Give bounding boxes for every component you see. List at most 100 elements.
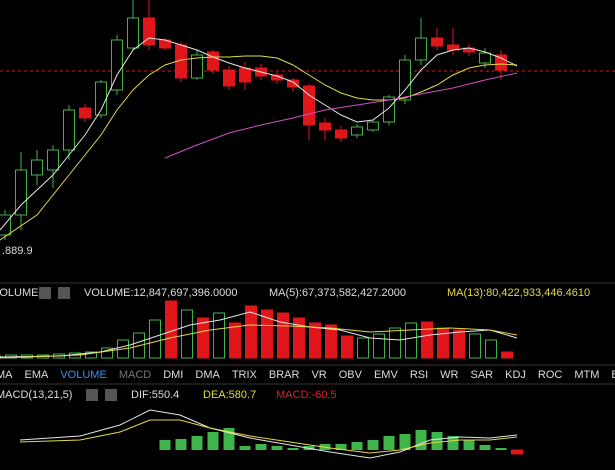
volume-bar (149, 319, 161, 359)
indicator-tab[interactable]: MA (0, 369, 13, 381)
macd-dea: DEA:580.7 (203, 389, 256, 401)
macd-bar (239, 446, 251, 450)
candle (351, 126, 363, 136)
indicator-tab[interactable]: RSI (410, 369, 428, 381)
candle (335, 129, 347, 139)
volume-bar (261, 309, 273, 359)
candle (207, 51, 219, 71)
volume-ma-yellow (0, 324, 518, 359)
macd-bars (159, 428, 523, 455)
candle (271, 74, 283, 81)
volume-bar (101, 347, 113, 359)
candle (367, 121, 379, 131)
macd-bar (463, 440, 475, 450)
macd-bar (271, 446, 283, 450)
candle (127, 17, 139, 49)
macd-bar (495, 448, 507, 450)
candle (431, 37, 443, 47)
indicator-tab[interactable]: VR (311, 369, 326, 381)
candle (415, 37, 427, 61)
volume-ma-white (0, 311, 518, 358)
indicator-tab[interactable]: MACD (119, 369, 151, 381)
macd-bar (431, 432, 443, 450)
macd-bar (335, 444, 347, 450)
indicator-tab[interactable]: EMV (374, 369, 399, 381)
ma-line-magenta (164, 72, 518, 159)
indicator-tab[interactable]: ROC (538, 369, 563, 381)
close-icon[interactable] (58, 287, 70, 299)
indicator-tab[interactable]: DMI (163, 369, 183, 381)
candle (31, 159, 43, 176)
volume-bars (0, 300, 513, 359)
candle (303, 85, 315, 126)
volume-bar (357, 337, 369, 359)
volume-bar (469, 333, 481, 359)
candle (383, 96, 395, 123)
macd-bar (287, 448, 299, 450)
indicator-tab[interactable]: EMA (25, 369, 50, 381)
ma-line-white (0, 37, 518, 231)
macd-bar (351, 442, 363, 450)
indicator-tab[interactable]: MTM (574, 369, 599, 381)
candle (399, 59, 411, 101)
volume-bar (341, 335, 353, 359)
settings-icon[interactable] (86, 389, 98, 401)
indicator-tab[interactable]: OBV (339, 369, 363, 381)
indicator-tab[interactable]: WR (440, 369, 458, 381)
volume-bar (453, 329, 465, 359)
volume-bar (197, 317, 209, 359)
candle (191, 54, 203, 79)
macd-bar (479, 445, 491, 450)
macd-bar (191, 436, 203, 450)
volume-name: VOLUME (0, 287, 38, 299)
candle (143, 17, 155, 46)
volume-bar (325, 324, 337, 359)
volume-bar (293, 317, 305, 359)
macd-bar (447, 436, 459, 450)
macd-dif: DIF:550.4 (131, 389, 179, 401)
volume-ma5: MA(5):67,373,582,427.2000 (269, 287, 406, 299)
close-icon[interactable] (105, 389, 117, 401)
candle (15, 169, 27, 216)
macd-bar (207, 432, 219, 450)
dif-line (19, 409, 518, 459)
macd-bar (511, 449, 523, 455)
settings-icon[interactable] (39, 287, 51, 299)
candle (495, 54, 507, 71)
candle (0, 214, 11, 236)
indicator-tab[interactable]: DMA (195, 369, 220, 381)
volume-value: VOLUME:12,847,697,396.0000 (84, 287, 238, 299)
macd-name: MACD(13,21,5) (0, 389, 72, 401)
macd-bar (255, 444, 267, 450)
price-label: .889.9 (2, 245, 33, 257)
indicator-tab[interactable]: VOLUME (60, 369, 106, 381)
volume-bar (437, 327, 449, 359)
macd-bar (367, 440, 379, 450)
candle (479, 52, 491, 64)
candle (63, 109, 75, 151)
macd-value: MACD:-60.5 (276, 389, 337, 401)
candle (287, 79, 299, 88)
dea-line (19, 419, 518, 454)
indicator-tab[interactable]: BOLL (611, 369, 615, 381)
candle (47, 149, 59, 171)
candles (0, 0, 507, 240)
indicator-tab[interactable]: SAR (470, 369, 493, 381)
indicator-tab[interactable]: TRIX (232, 369, 258, 381)
volume-bar (165, 300, 177, 359)
indicator-tab[interactable]: KDJ (505, 369, 526, 381)
indicator-tab[interactable]: BRAR (269, 369, 300, 381)
indicator-tabs: MA EMA VOLUME MACD DMI DMA TRIX BRAR VR OBV EMV RSI… (0, 369, 615, 381)
volume-bar (229, 322, 241, 359)
candle (79, 107, 91, 119)
volume-bar (389, 327, 401, 359)
candle (111, 39, 123, 91)
candle (319, 122, 331, 131)
volume-bar (501, 351, 513, 359)
candle (223, 69, 235, 87)
volume-bar (373, 333, 385, 359)
volume-bar (277, 312, 289, 359)
macd-bar (159, 440, 171, 450)
